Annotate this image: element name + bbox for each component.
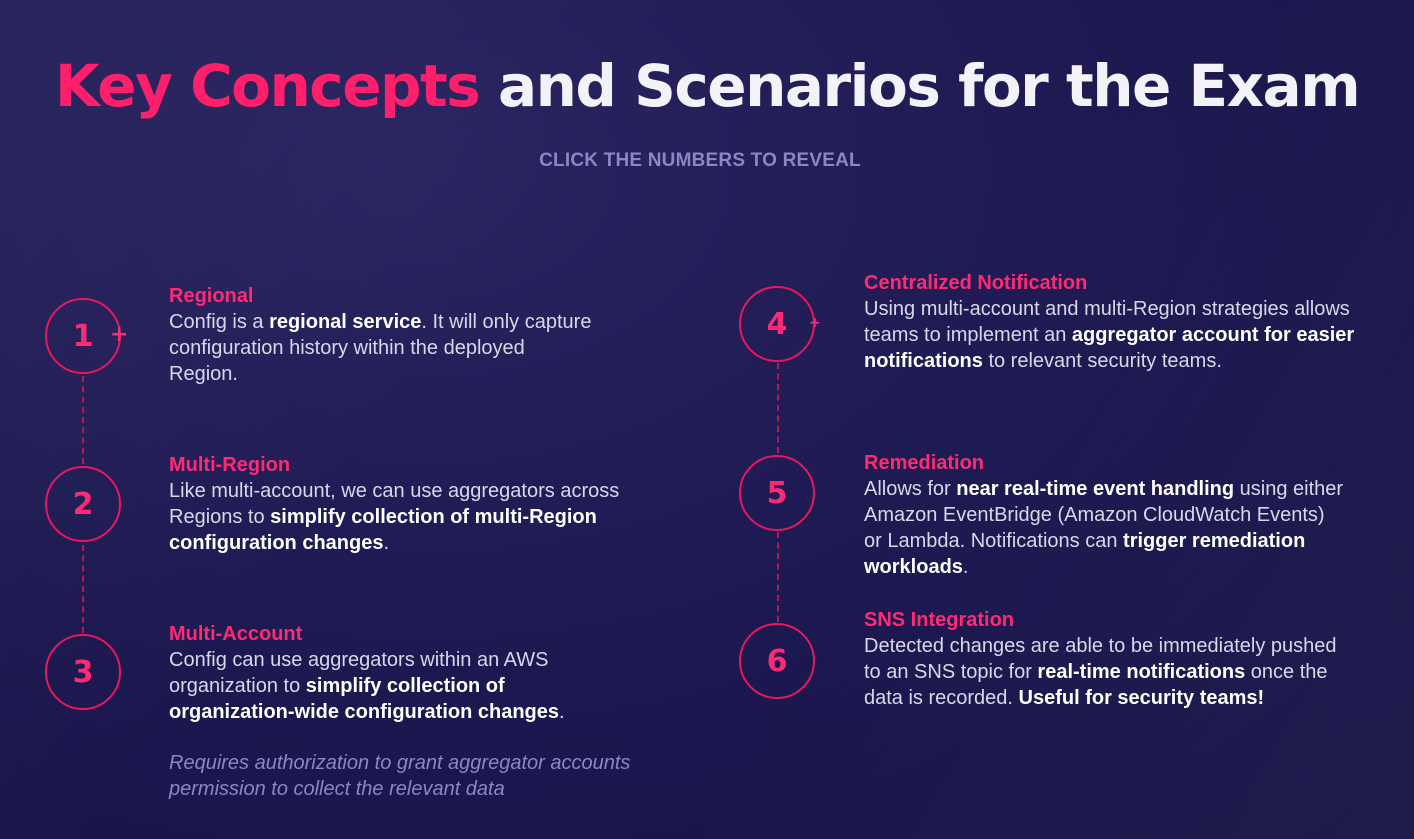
concept-body-text: . [559, 701, 565, 723]
concept-body-text: Detected changes are able to be immediat… [864, 635, 1337, 683]
concept-body-highlight: regional service [269, 311, 422, 333]
reveal-number: 1 [72, 318, 94, 354]
concept-sns-integration: SNS Integration Detected changes are abl… [864, 607, 1344, 711]
concept-body-text: to relevant security teams. [982, 350, 1222, 372]
page-title-accent: Key Concepts [54, 52, 481, 120]
plus-icon[interactable]: + [110, 322, 129, 347]
page-title: Key Concepts and Scenarios for the Exam [0, 46, 1414, 126]
reveal-button-4[interactable]: 4 [739, 286, 815, 362]
concept-regional: Regional Config is a regional service. I… [169, 283, 599, 387]
concept-body-text: . [383, 532, 390, 554]
concept-body-highlight: simplify collection of multi-Region conf… [169, 506, 597, 554]
concept-body-highlight: Useful for security teams! [1018, 687, 1265, 709]
concept-body-text: using either Amazon EventBridge (Amazon … [864, 478, 1344, 552]
concept-body-text: . [962, 556, 969, 578]
plus-icon[interactable]: + [809, 315, 821, 331]
concept-heading: Multi-Account [169, 623, 303, 645]
reveal-number: 6 [766, 643, 788, 679]
reveal-button-1[interactable]: 1 [45, 298, 121, 374]
concept-centralized-notification: Centralized Notification Using multi-acc… [864, 270, 1364, 374]
connector-line-5-6 [777, 532, 779, 622]
concept-remediation: Remediation Allows for near real-time ev… [864, 450, 1344, 580]
concept-body-text: Like multi-account, we can use aggregato… [169, 480, 620, 528]
concept-multi-region: Multi-Region Like multi-account, we can … [169, 452, 629, 556]
concept-body-highlight: real-time notifications [1037, 661, 1246, 683]
concept-body-highlight: trigger remediation workloads [864, 530, 1306, 578]
concept-body-text: Allows for [864, 478, 957, 500]
reveal-number: 2 [72, 486, 94, 522]
page-title-rest: and Scenarios for the Exam [498, 52, 1361, 120]
concept-body-text: once the data is recorded. [864, 661, 1328, 709]
concept-heading: Centralized Notification [864, 272, 1088, 294]
concept-body-text: Config is a [169, 311, 270, 333]
reveal-button-5[interactable]: 5 [739, 455, 815, 531]
concept-heading: Remediation [864, 452, 985, 474]
concept-heading: Regional [169, 285, 254, 307]
authorization-note: Requires authorization to grant aggregat… [169, 752, 631, 800]
reveal-button-3[interactable]: 3 [45, 634, 121, 710]
reveal-number: 5 [766, 475, 788, 511]
reveal-number: 4 [766, 306, 788, 342]
concept-body-text: Config can use aggregators within an AWS… [169, 649, 549, 697]
connector-line-2-3 [82, 545, 84, 633]
reveal-button-2[interactable]: 2 [45, 466, 121, 542]
concept-body-highlight: simplify collection of organization-wide… [169, 675, 560, 723]
connector-line-1-2 [82, 376, 84, 464]
concept-body-text: Using multi-account and multi-Region str… [864, 298, 1350, 346]
concept-heading: SNS Integration [864, 609, 1015, 631]
reveal-number: 3 [72, 654, 94, 690]
reveal-button-6[interactable]: 6 [739, 623, 815, 699]
concept-heading: Multi-Region [169, 454, 291, 476]
connector-line-4-5 [777, 363, 779, 453]
concept-body-highlight: aggregator account for easier notificati… [864, 324, 1355, 372]
reveal-instruction: CLICK THE NUMBERS TO REVEAL [539, 150, 861, 171]
concept-body-text: . It will only capture configuration his… [169, 311, 592, 385]
concept-body-highlight: near real-time event handling [956, 478, 1235, 500]
concept-multi-account: Multi-Account Config can use aggregators… [169, 621, 629, 725]
